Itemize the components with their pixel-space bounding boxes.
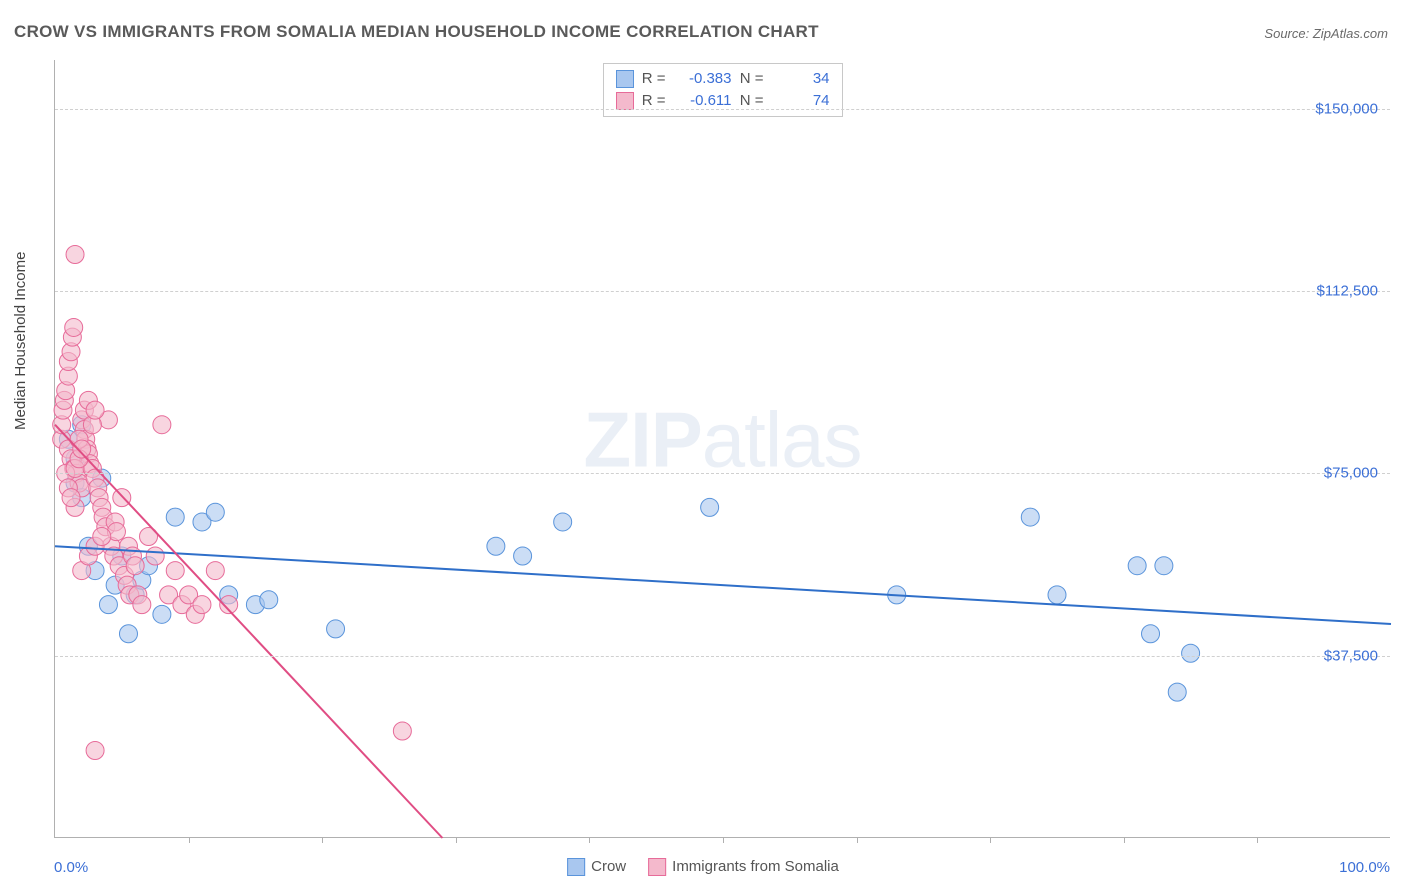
swatch-somalia-bottom xyxy=(648,858,666,876)
data-point xyxy=(193,596,211,614)
x-tick xyxy=(990,837,991,843)
gridline xyxy=(55,291,1390,292)
regression-line xyxy=(55,425,442,838)
data-point xyxy=(1155,557,1173,575)
gridline xyxy=(55,473,1390,474)
x-tick xyxy=(322,837,323,843)
data-point xyxy=(393,722,411,740)
data-point xyxy=(73,440,91,458)
data-point xyxy=(66,246,84,264)
swatch-crow-bottom xyxy=(567,858,585,876)
legend-label-somalia: Immigrants from Somalia xyxy=(672,858,839,875)
data-point xyxy=(1021,508,1039,526)
x-tick xyxy=(589,837,590,843)
data-point xyxy=(133,596,151,614)
x-tick xyxy=(1257,837,1258,843)
data-point xyxy=(93,528,111,546)
source-attribution: Source: ZipAtlas.com xyxy=(1264,26,1388,41)
data-point xyxy=(1182,644,1200,662)
gridline xyxy=(55,109,1390,110)
data-point xyxy=(327,620,345,638)
x-tick xyxy=(723,837,724,843)
chart-container: CROW VS IMMIGRANTS FROM SOMALIA MEDIAN H… xyxy=(0,0,1406,892)
data-point xyxy=(1168,683,1186,701)
data-point xyxy=(514,547,532,565)
data-point xyxy=(153,416,171,434)
data-point xyxy=(126,557,144,575)
legend-item-somalia: Immigrants from Somalia xyxy=(648,858,839,876)
legend-label-crow: Crow xyxy=(591,858,626,875)
x-tick xyxy=(1124,837,1125,843)
data-point xyxy=(99,596,117,614)
data-point xyxy=(1142,625,1160,643)
y-axis-label: Median Household Income xyxy=(12,252,29,430)
x-tick xyxy=(189,837,190,843)
data-point xyxy=(701,498,719,516)
source-name: ZipAtlas.com xyxy=(1313,26,1388,41)
data-point xyxy=(260,591,278,609)
gridline xyxy=(55,656,1390,657)
x-tick xyxy=(456,837,457,843)
scatter-svg xyxy=(55,60,1390,837)
data-point xyxy=(86,401,104,419)
source-label: Source: xyxy=(1264,26,1309,41)
x-axis-max-label: 100.0% xyxy=(1339,859,1390,876)
data-point xyxy=(1128,557,1146,575)
data-point xyxy=(146,547,164,565)
legend-bottom: Crow Immigrants from Somalia xyxy=(567,858,839,876)
x-axis-min-label: 0.0% xyxy=(54,859,88,876)
y-tick-label: $112,500 xyxy=(1278,282,1378,299)
data-point xyxy=(62,489,80,507)
data-point xyxy=(166,508,184,526)
plot-area: ZIPatlas R = -0.383 N = 34 R = -0.611 N … xyxy=(54,60,1390,838)
data-point xyxy=(206,503,224,521)
data-point xyxy=(119,625,137,643)
data-point xyxy=(1048,586,1066,604)
x-tick xyxy=(857,837,858,843)
data-point xyxy=(554,513,572,531)
data-point xyxy=(166,562,184,580)
data-point xyxy=(206,562,224,580)
data-point xyxy=(153,605,171,623)
data-point xyxy=(65,318,83,336)
data-point xyxy=(86,741,104,759)
legend-item-crow: Crow xyxy=(567,858,626,876)
y-tick-label: $37,500 xyxy=(1278,647,1378,664)
data-point xyxy=(487,537,505,555)
y-tick-label: $75,000 xyxy=(1278,465,1378,482)
chart-title: CROW VS IMMIGRANTS FROM SOMALIA MEDIAN H… xyxy=(14,22,819,42)
y-tick-label: $150,000 xyxy=(1278,100,1378,117)
